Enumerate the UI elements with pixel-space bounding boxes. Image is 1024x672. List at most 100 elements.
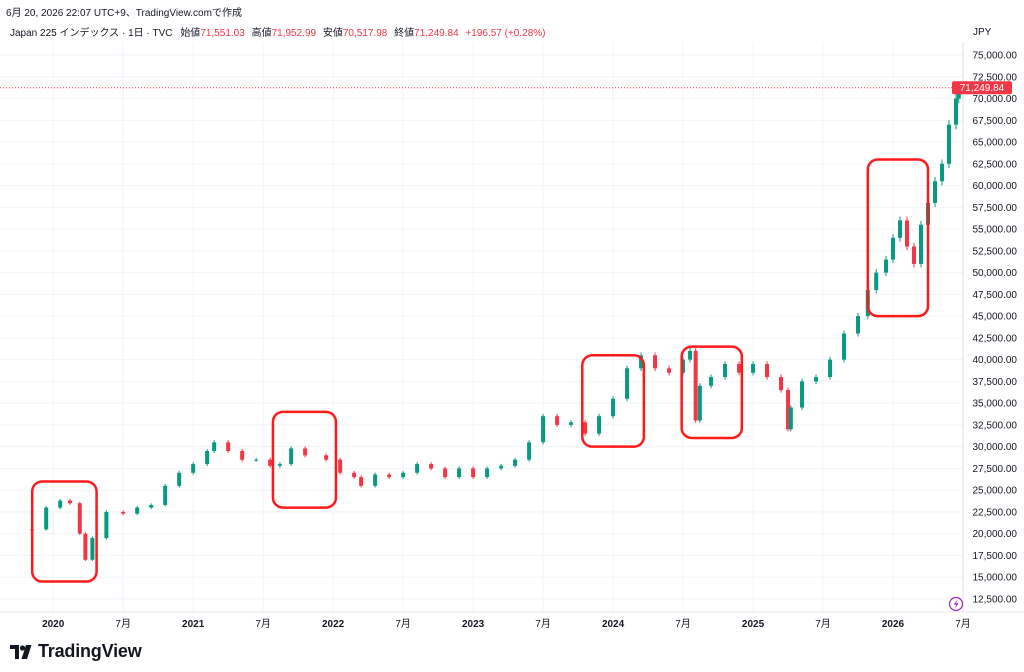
y-tick-label: 12,500.00 [973,594,1018,605]
low-value: 70,517.98 [342,28,388,39]
y-tick-label: 25,000.00 [973,486,1018,497]
y-tick-label: 55,000.00 [973,225,1018,236]
y-tick-label: 47,500.00 [973,290,1018,301]
grid-lines [0,42,964,612]
y-tick-label: 42,500.00 [973,333,1018,344]
candle [401,470,406,479]
candle [457,466,462,479]
candle [751,361,756,376]
tradingview-logo-icon [10,644,32,659]
last-price-badge: 71,249.84 [952,81,1012,95]
open-value: 71,551.03 [200,28,245,39]
candle [527,440,532,462]
candle [191,462,196,475]
candle [898,216,903,242]
candle [303,446,308,458]
y-tick-label: 67,500.00 [973,116,1018,127]
x-tick-label: 7月 [955,618,971,630]
candle [688,348,693,363]
candle [828,356,833,380]
x-tick-label: 2020 [42,619,65,630]
y-tick-label: 37,500.00 [973,377,1018,388]
candle [842,330,847,363]
currency-label: JPY [973,27,992,38]
close-label: 終値 [394,28,415,39]
candle [44,505,49,531]
candle [268,457,273,468]
candle [856,312,861,337]
candle [681,356,686,376]
candle [387,472,392,479]
x-tick-label: 7月 [395,618,411,630]
candle [289,446,294,467]
tradingview-logo[interactable]: TradingView [10,641,142,662]
highlight-boxes [30,158,930,583]
candle [58,498,63,510]
y-tick-label: 27,500.00 [973,464,1018,475]
candle [149,503,154,510]
candle [765,361,770,380]
y-tick-label: 20,000.00 [973,529,1018,540]
y-tick-label: 52,500.00 [973,246,1018,257]
candle [639,352,644,372]
x-tick-label: 7月 [255,618,271,630]
candle [905,216,910,251]
y-tick-label: 40,000.00 [973,355,1018,366]
candle [625,365,630,402]
candle [667,365,672,376]
candle [891,234,896,264]
y-tick-label: 22,500.00 [973,507,1018,518]
price-axis[interactable]: 12,500.00 15,000.00 17,500.00 20,000.00 22,5… [973,51,1018,606]
candle [67,498,72,505]
candle [212,440,217,454]
candle [723,361,728,380]
candle [83,532,88,561]
y-tick-label: 15,000.00 [973,573,1018,584]
highlight-box [30,480,98,583]
y-tick-label: 72,500.00 [973,72,1018,83]
candle [947,120,952,169]
candle [737,361,742,376]
candle [541,413,546,445]
lightning-icon[interactable] [948,596,964,612]
y-tick-label: 17,500.00 [973,551,1018,562]
tradingview-wordmark: TradingView [38,641,142,661]
candle [77,501,82,536]
currency-button[interactable]: JPY [966,22,1016,40]
candle [884,255,889,277]
symbol-title: Japan 225 インデックス · 1日 · TVC [10,28,173,39]
candle [912,242,917,268]
symbol-info-bar[interactable]: Japan 225 インデックス · 1日 · TVC 始値71,551.03 … [10,24,546,39]
candle [697,383,702,423]
candle [163,484,168,507]
change-value: +196.57 (+0.28%) [465,28,546,39]
candle [933,177,938,208]
last-price-label: 71,249.84 [960,83,1005,94]
candle [611,396,616,419]
x-tick-label: 2023 [462,619,485,630]
y-tick-label: 62,500.00 [973,159,1018,170]
candle [499,463,504,471]
candle [597,413,602,436]
candle [709,374,714,389]
x-tick-label: 2024 [602,619,625,630]
x-tick-label: 7月 [535,618,551,630]
candle [429,462,434,471]
candle [254,457,259,462]
highlight-box [680,345,744,440]
candle [940,159,945,186]
x-tick-label: 2022 [322,619,345,630]
candle [788,405,793,432]
candle [240,448,245,462]
candle [324,453,329,462]
open-label: 始値 [180,28,201,39]
x-tick-label: 7月 [115,618,131,630]
time-axis[interactable]: 2020 7月 2021 7月 2022 7月 2023 7月 2024 7月 2025 7月 2026… [42,618,971,630]
y-tick-label: 50,000.00 [973,268,1018,279]
highlight-box [581,354,646,448]
candle [443,466,448,479]
candle [569,420,574,428]
y-tick-label: 60,000.00 [973,181,1018,192]
high-value: 71,952.99 [271,28,317,39]
